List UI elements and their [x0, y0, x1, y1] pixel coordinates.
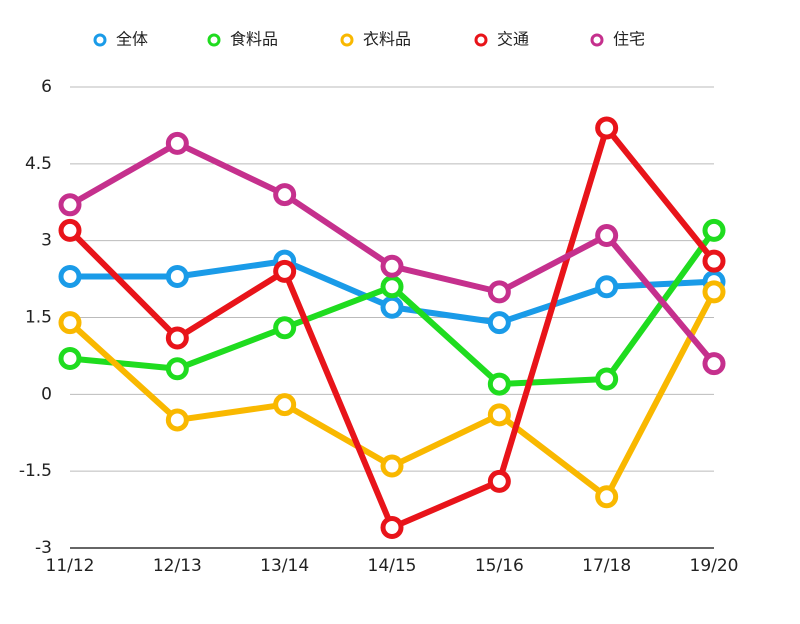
y-tick-label: 3 [41, 231, 52, 251]
point-marker [165, 265, 189, 289]
x-tick-label: 11/12 [46, 556, 95, 576]
x-tick-label: 17/18 [582, 556, 631, 576]
point-marker [165, 408, 189, 432]
legend-marker [93, 33, 107, 47]
point-marker [595, 224, 619, 248]
point-marker [273, 393, 297, 417]
point-marker [165, 326, 189, 350]
legend-label: 衣料品 [363, 30, 411, 49]
y-tick-label: 6 [41, 77, 52, 97]
point-marker [380, 254, 404, 278]
point-marker [380, 516, 404, 540]
point-marker [702, 352, 726, 376]
x-tick-label: 13/14 [260, 556, 309, 576]
point-marker [273, 183, 297, 207]
point-marker [595, 275, 619, 299]
point-marker [702, 249, 726, 273]
point-marker [487, 280, 511, 304]
x-tick-label: 15/16 [475, 556, 524, 576]
legend-marker [207, 33, 221, 47]
legend: 全体 食料品 衣料品 交通 住宅 [93, 30, 645, 49]
point-marker [487, 372, 511, 396]
point-marker [487, 311, 511, 335]
point-marker [273, 259, 297, 283]
point-marker [595, 485, 619, 509]
legend-label: 交通 [497, 30, 529, 49]
legend-marker [474, 33, 488, 47]
y-tick-label: -3 [35, 538, 52, 558]
point-marker [702, 280, 726, 304]
legend-marker [340, 33, 354, 47]
point-marker [487, 403, 511, 427]
point-marker [595, 367, 619, 391]
point-marker [702, 218, 726, 242]
point-marker [595, 116, 619, 140]
point-marker [58, 346, 82, 370]
y-tick-label: 4.5 [25, 154, 52, 174]
legend-label: 食料品 [230, 30, 278, 49]
y-tick-label: 1.5 [25, 308, 52, 328]
point-marker [273, 316, 297, 340]
point-marker [58, 193, 82, 217]
legend-label: 全体 [116, 30, 148, 49]
y-tick-label: -1.5 [19, 461, 52, 481]
x-tick-label: 14/15 [368, 556, 417, 576]
point-marker [380, 275, 404, 299]
point-marker [58, 311, 82, 335]
point-marker [380, 295, 404, 319]
point-marker [487, 469, 511, 493]
point-marker [165, 131, 189, 155]
point-marker [165, 357, 189, 381]
point-marker [58, 265, 82, 289]
legend-label: 住宅 [613, 30, 645, 49]
x-tick-label: 19/20 [690, 556, 739, 576]
legend-marker [590, 33, 604, 47]
point-marker [58, 218, 82, 242]
x-tick-label: 12/13 [153, 556, 202, 576]
point-marker [380, 454, 404, 478]
y-tick-label: 0 [41, 384, 52, 404]
